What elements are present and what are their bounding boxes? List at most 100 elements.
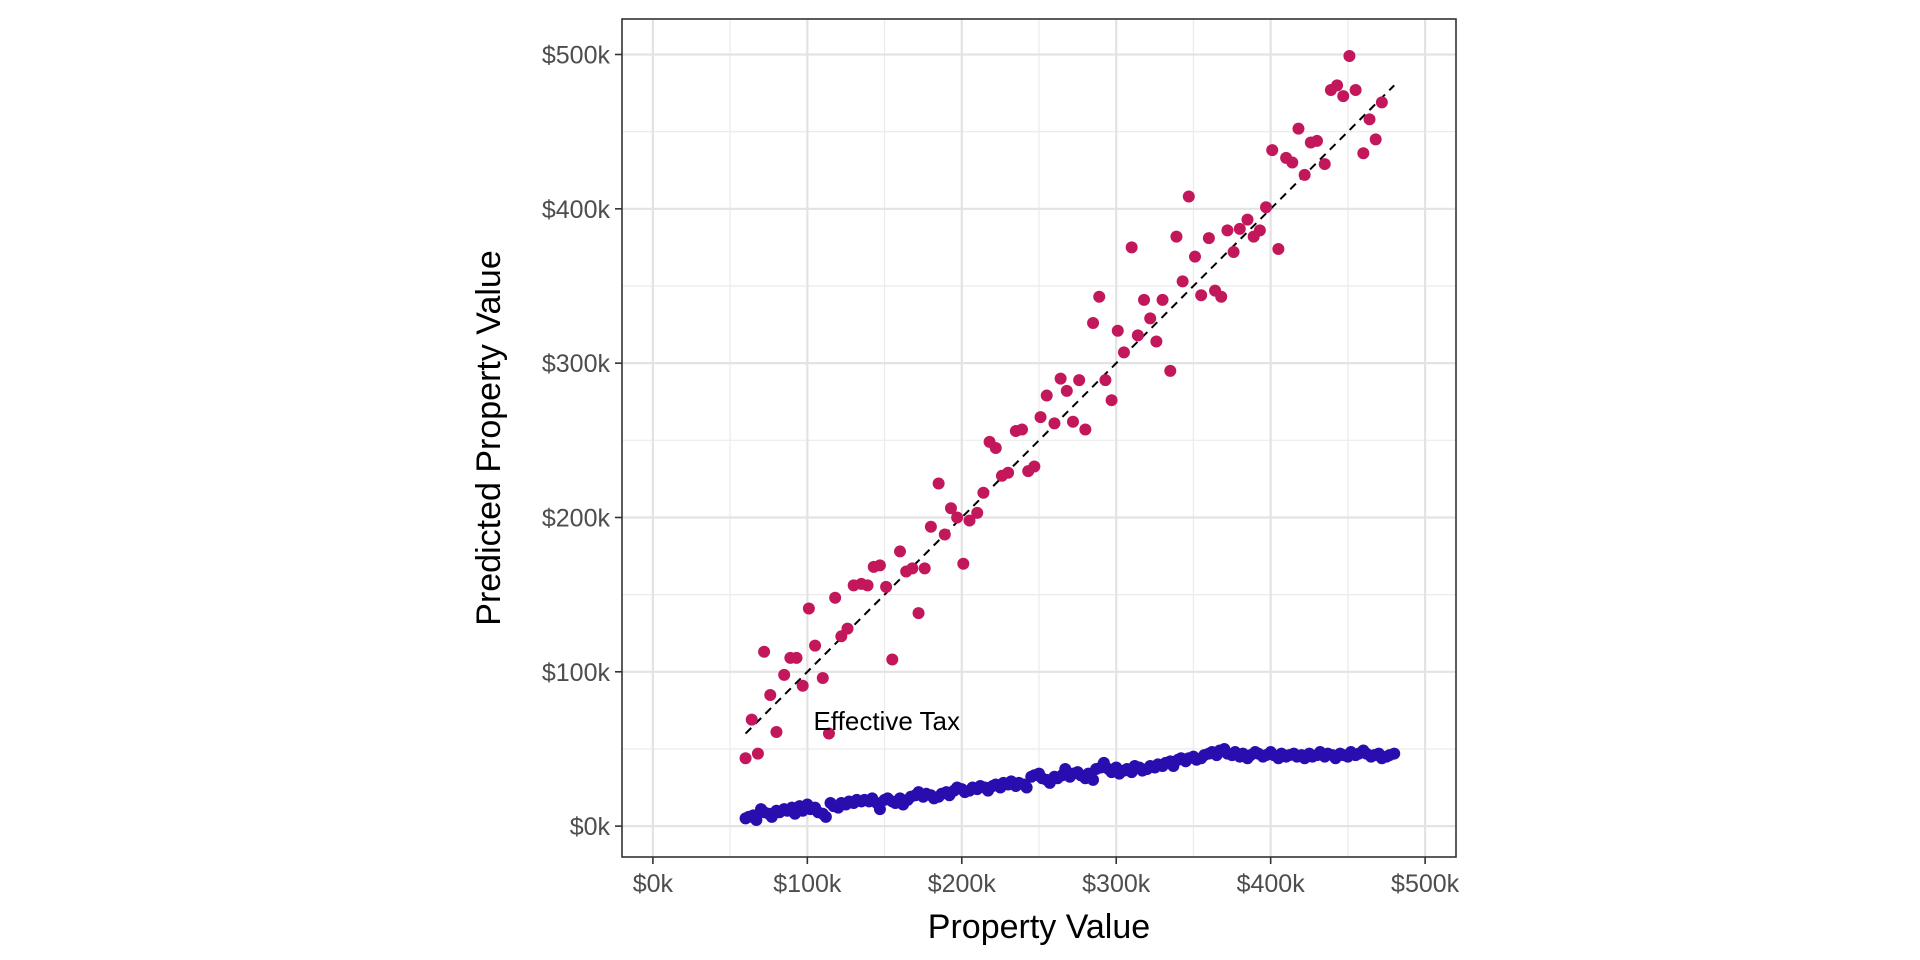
data-point: [1087, 317, 1100, 330]
data-point: [944, 502, 957, 515]
data-point: [1099, 374, 1112, 387]
data-point: [873, 559, 886, 572]
data-point: [1349, 83, 1362, 96]
series-0: [739, 50, 1388, 765]
data-point: [1286, 156, 1299, 169]
data-point: [873, 803, 886, 816]
data-point: [822, 727, 835, 740]
data-point: [1144, 312, 1157, 325]
data-point: [1215, 290, 1228, 303]
data-point: [745, 713, 758, 726]
data-point: [886, 653, 899, 666]
data-point: [1002, 466, 1015, 479]
data-point: [1195, 289, 1208, 302]
data-point: [1111, 324, 1124, 337]
data-point: [1292, 122, 1305, 135]
data-point: [802, 602, 815, 615]
data-point: [1357, 147, 1370, 160]
data-point: [906, 562, 919, 575]
data-point: [1318, 158, 1331, 171]
data-point: [770, 725, 783, 738]
data-point: [1170, 230, 1183, 243]
data-point: [1188, 250, 1201, 263]
data-point: [880, 580, 893, 593]
data-point: [989, 442, 1002, 455]
data-point: [750, 813, 763, 826]
plot-panel: Effective Tax: [621, 18, 1457, 858]
data-point: [1028, 460, 1041, 473]
data-point: [894, 545, 906, 558]
data-point: [1253, 224, 1266, 237]
data-point: [819, 810, 832, 823]
data-point: [1176, 275, 1189, 288]
data-point: [1060, 384, 1073, 397]
data-point: [790, 651, 803, 664]
data-point: [1131, 329, 1144, 342]
panel-border: [621, 18, 1457, 858]
data-point: [971, 506, 984, 519]
data-point: [816, 671, 829, 684]
y-tick-label: $100k: [542, 659, 611, 687]
data-point: [912, 607, 925, 620]
data-point: [1227, 246, 1240, 259]
data-point: [1079, 423, 1092, 436]
data-point: [1337, 90, 1350, 103]
data-point: [1125, 241, 1138, 254]
data-point: [1040, 389, 1053, 402]
data-point: [932, 477, 945, 490]
data-point: [1272, 242, 1285, 255]
data-point: [1073, 374, 1086, 387]
data-point: [1331, 79, 1344, 92]
data-point: [1117, 346, 1130, 359]
data-point: [861, 579, 874, 592]
y-tick-label: $500k: [542, 41, 611, 69]
data-point: [1369, 133, 1382, 146]
x-axis: $0k $100k $200k $300k $400k $500k Property Va…: [633, 857, 1460, 946]
data-point: [1138, 293, 1151, 306]
data-point: [951, 511, 964, 524]
data-point: [1164, 364, 1177, 377]
data-point: [1066, 415, 1079, 428]
data-point: [1054, 372, 1067, 385]
data-points: [739, 50, 1401, 826]
data-point: [1156, 293, 1169, 306]
y-axis-title: Predicted Property Value: [470, 250, 508, 625]
data-point: [924, 520, 937, 533]
data-point: [751, 747, 764, 760]
data-point: [1034, 411, 1047, 424]
y-tick-label: $300k: [542, 350, 611, 378]
x-tick-label: $400k: [1237, 870, 1306, 898]
data-point: [963, 514, 976, 527]
annotation-effective-tax: Effective Tax: [814, 706, 960, 736]
x-tick-label: $300k: [1082, 870, 1151, 898]
data-point: [1221, 224, 1234, 237]
data-point: [1343, 50, 1356, 63]
data-point: [739, 752, 752, 765]
data-point: [918, 562, 931, 575]
data-point: [778, 668, 791, 681]
y-axis: $0k $100k $200k $300k $400k $500k Predicted P…: [470, 41, 622, 841]
data-point: [1363, 113, 1376, 126]
data-point: [1298, 168, 1311, 181]
data-point: [938, 528, 951, 541]
data-point: [1202, 232, 1215, 245]
y-ticks: $0k $100k $200k $300k $400k $500k: [542, 41, 622, 841]
data-point: [957, 557, 970, 570]
x-tick-label: $500k: [1391, 870, 1460, 898]
x-axis-title: Property Value: [928, 908, 1150, 946]
data-point: [764, 688, 777, 701]
data-point: [1093, 290, 1106, 303]
data-point: [841, 622, 854, 635]
data-point: [1375, 96, 1388, 109]
data-point: [1233, 222, 1246, 235]
x-tick-label: $100k: [773, 870, 842, 898]
data-point: [1150, 335, 1163, 348]
data-point: [1020, 781, 1033, 794]
data-point: [1048, 417, 1061, 430]
data-point: [796, 679, 809, 692]
data-point: [1311, 134, 1323, 147]
data-point: [809, 639, 822, 652]
data-point: [977, 486, 990, 499]
data-point: [1016, 423, 1029, 436]
